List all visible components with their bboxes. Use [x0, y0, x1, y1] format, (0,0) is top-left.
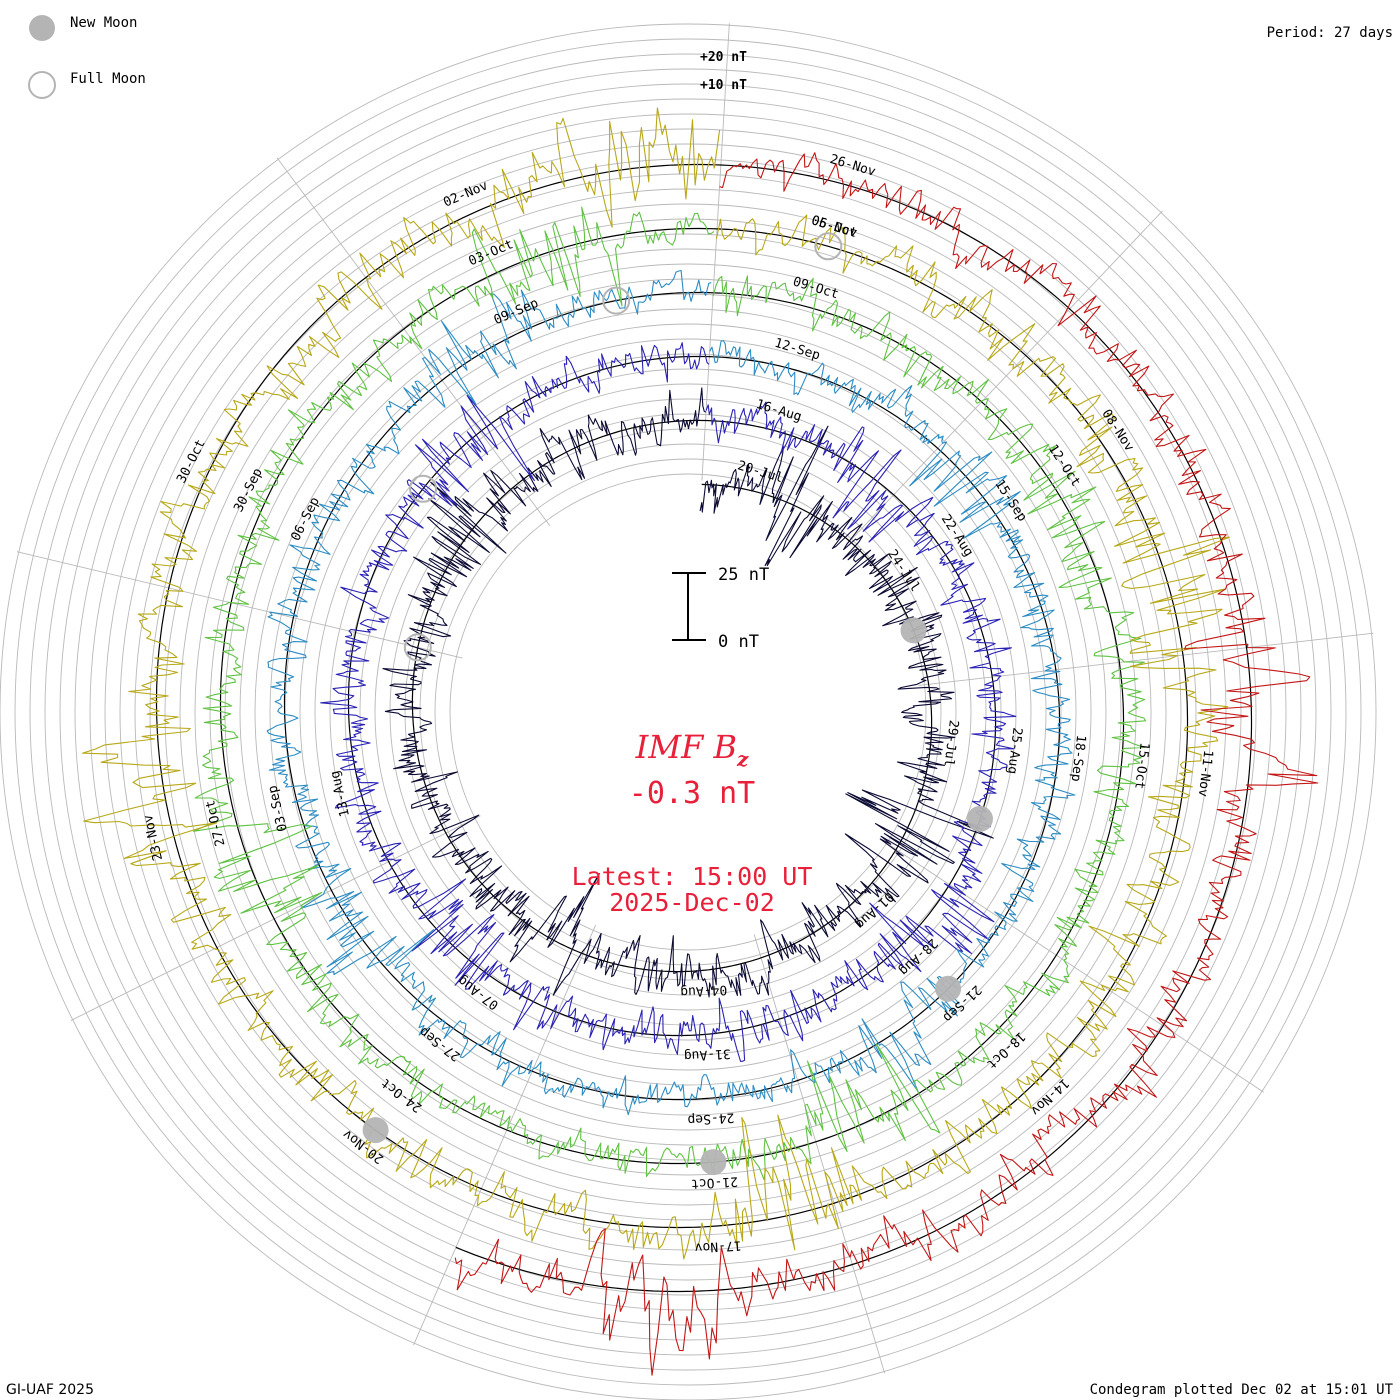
day-spoke	[701, 23, 730, 481]
full-moon-marker	[602, 286, 631, 315]
series-cycle-4	[193, 206, 1147, 1181]
grid-circle	[44, 68, 1332, 1356]
new-moon-marker	[967, 805, 993, 832]
day-spoke	[881, 839, 1265, 1093]
date-label: 15-Oct	[1131, 742, 1151, 790]
full-moon-marker	[403, 633, 432, 662]
date-label: 27-Oct	[203, 798, 228, 847]
series-cycle-1	[382, 387, 994, 998]
grid-circle	[119, 143, 1257, 1281]
ring-scale-inner-label: +10 nT	[700, 78, 747, 93]
date-label: 29-Jul	[940, 719, 960, 767]
grid-circle	[419, 443, 957, 981]
date-label: 17-Nov	[694, 1237, 742, 1255]
grid-circle	[179, 203, 1197, 1221]
day-spoke	[70, 815, 481, 1021]
grid-circle	[29, 53, 1347, 1371]
latest-date: 2025-Dec-02	[609, 888, 775, 917]
day-spoke	[753, 934, 886, 1374]
day-spoke	[16, 551, 463, 659]
chart-title-subscript: z	[736, 747, 749, 771]
polar-grid	[0, 23, 1377, 1400]
grid-circle	[389, 413, 987, 1011]
grid-circle	[134, 158, 1242, 1266]
grid-circle	[164, 188, 1212, 1236]
credit-label: GI-UAF 2025	[6, 1382, 94, 1398]
series-cycle-2	[320, 342, 1017, 1063]
series-cycle-3	[266, 269, 1076, 1116]
grid-circle	[14, 38, 1362, 1386]
full-moon-marker	[409, 474, 437, 503]
plotted-label: Condegram plotted Dec 02 at 15:01 UT	[1090, 1382, 1394, 1398]
date-label: 21-Oct	[691, 1173, 739, 1191]
date-label: 03-Oct	[467, 237, 516, 269]
new-moon-marker	[700, 1149, 727, 1176]
ring-scale-outer-label: +20 nT	[700, 50, 747, 65]
grid-circle	[434, 458, 942, 966]
day-spoke	[276, 157, 551, 526]
new-moon-marker	[935, 975, 962, 1002]
grid-circle	[449, 473, 927, 951]
day-spoke	[413, 924, 597, 1346]
legend: New Moon Full Moon	[28, 15, 146, 99]
day-spoke	[918, 632, 1374, 686]
grid-circle	[269, 293, 1107, 1131]
day-spoke	[847, 210, 1163, 544]
scale-bar-bottom-label: 0 nT	[718, 632, 759, 652]
scale-bar: 25 nT 0 nT	[672, 565, 769, 652]
series-cycle-5	[82, 107, 1230, 1260]
series-cycle-6	[454, 152, 1319, 1376]
date-label: 30-Sep	[231, 466, 266, 515]
day-spokes	[16, 23, 1374, 1374]
grid-circle	[74, 98, 1302, 1326]
date-label: 04-Aug	[680, 982, 728, 1000]
grid-circle	[374, 398, 1002, 1026]
imf-bz-series	[82, 107, 1319, 1376]
current-value: -0.3 nT	[629, 776, 755, 811]
latest-time: Latest: 15:00 UT	[572, 862, 813, 891]
grid-circle	[89, 113, 1287, 1311]
grid-circle	[404, 428, 972, 996]
grid-circle	[359, 383, 1017, 1041]
date-label: 24-Sep	[687, 1109, 735, 1127]
grid-circle	[194, 218, 1182, 1206]
period-label: Period: 27 days	[1267, 25, 1393, 41]
scale-bar-top-label: 25 nT	[718, 565, 769, 585]
grid-circle	[254, 278, 1122, 1146]
grid-circle	[104, 128, 1272, 1296]
date-label: 18-Sep	[1068, 734, 1088, 783]
new-moon-marker	[362, 1117, 389, 1144]
grid-circle	[299, 323, 1077, 1101]
new-moon-marker	[900, 617, 927, 644]
grid-circle	[0, 23, 1377, 1400]
chart-title-main: IMF B	[635, 728, 737, 766]
date-label: 06-Sep	[288, 495, 323, 544]
date-label: 03-Sep	[265, 784, 290, 833]
grid-circle	[344, 368, 1032, 1056]
full-moon-legend-label: Full Moon	[70, 71, 146, 87]
new-moon-legend-icon	[29, 15, 55, 41]
grid-circle	[329, 353, 1047, 1071]
grid-circle	[314, 338, 1062, 1086]
date-label: 18-Oct	[983, 1028, 1028, 1071]
new-moon-legend-label: New Moon	[70, 15, 137, 31]
date-label: 05-Nov	[809, 213, 858, 241]
full-moon-marker	[814, 232, 843, 261]
grid-circle	[209, 233, 1167, 1191]
date-label: 25-Aug	[1004, 726, 1024, 774]
full-moon-legend-icon	[28, 71, 56, 99]
date-label: 31-Aug	[683, 1046, 731, 1064]
moon-phase-markers	[362, 232, 993, 1176]
chart-title: IMF Bz	[635, 728, 749, 771]
grid-circle	[59, 83, 1317, 1341]
date-label: 26-Nov	[828, 152, 877, 180]
date-label: 11-Nov	[1195, 749, 1215, 798]
date-label: 13-Aug	[328, 769, 353, 818]
